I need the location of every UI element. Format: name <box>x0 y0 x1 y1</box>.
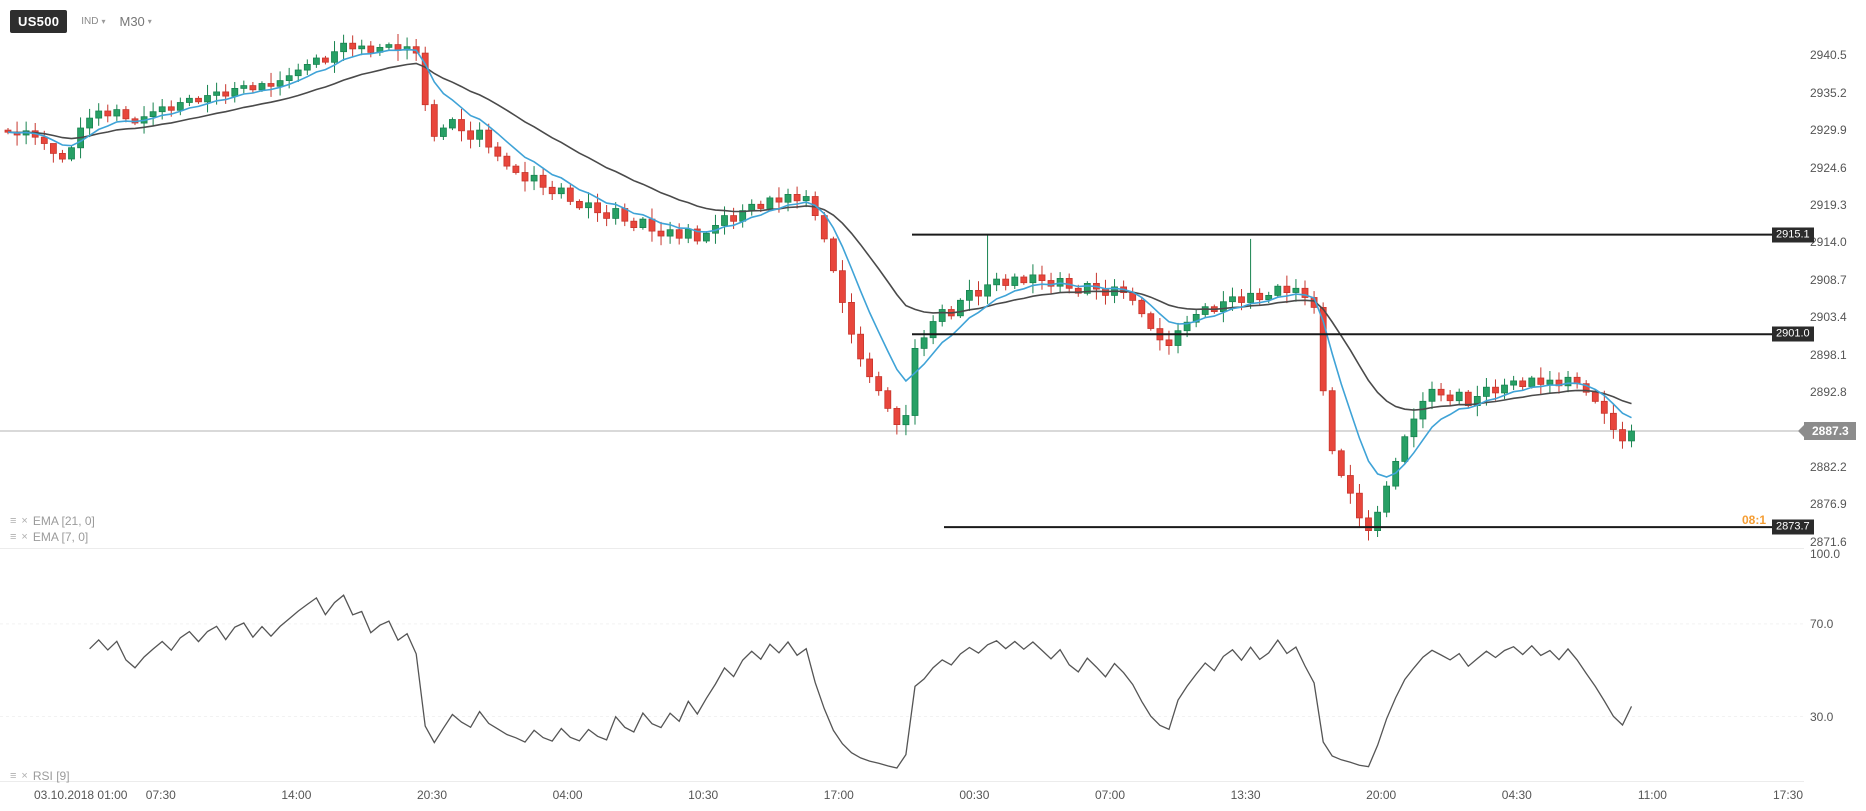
indicator-remove-icon[interactable]: × <box>21 530 28 543</box>
chevron-down-icon: ▾ <box>147 16 152 26</box>
level-price-badge: 2873.7 <box>1772 519 1814 535</box>
price-tick: 2935.2 <box>1810 85 1847 100</box>
panel-separator <box>0 548 1804 549</box>
ema21-label: EMA [21, 0] <box>32 514 95 528</box>
level-annotation: 08:1 <box>1741 513 1766 528</box>
ema7-label: EMA [7, 0] <box>32 530 89 544</box>
time-tick: 07:00 <box>1094 788 1126 802</box>
chevron-down-icon: ▾ <box>101 16 106 26</box>
symbol-badge[interactable]: US500 <box>10 10 68 33</box>
ema7-line <box>7 48 1632 478</box>
price-tick: 2903.4 <box>1810 310 1847 325</box>
current-price-badge: 2887.3 <box>1804 422 1856 440</box>
time-axis[interactable]: 03.10.2018 01:00 07:30 14:00 20:30 04:00 10:3… <box>0 782 1866 811</box>
ema21-line <box>7 62 1632 411</box>
rsi-line <box>89 594 1633 769</box>
candlestick-series <box>4 34 1635 541</box>
price-tick: 2876.9 <box>1810 497 1847 512</box>
indicator-settings-icon[interactable]: ≡ <box>10 530 17 543</box>
price-tick: 2871.6 <box>1810 534 1847 549</box>
market-type-dropdown[interactable]: IND ▾ <box>81 16 105 27</box>
price-tick: 2892.8 <box>1810 385 1847 400</box>
price-tick: 2914.0 <box>1810 235 1847 250</box>
time-tick: 17:00 <box>823 788 854 802</box>
time-tick: 00:30 <box>959 788 990 802</box>
price-tick: 2898.1 <box>1810 347 1847 362</box>
timeframe-label: M30 <box>119 14 145 29</box>
time-tick: 20:30 <box>416 788 448 802</box>
time-tick: 14:00 <box>281 788 312 802</box>
level-price-badge: 2915.1 <box>1772 227 1814 243</box>
ema21-indicator-row: ≡ × EMA [21, 0] <box>10 514 95 528</box>
price-tick: 2929.9 <box>1810 123 1847 138</box>
time-tick: 04:30 <box>1501 788 1532 802</box>
rsi-tick: 30.0 <box>1810 709 1834 724</box>
rsi-label: RSI [9] <box>32 769 70 783</box>
price-tick: 2908.7 <box>1810 272 1847 287</box>
price-axis[interactable]: 2940.5 2935.2 2929.9 2924.6 2919.3 2914.0 2908… <box>1804 0 1866 811</box>
time-tick: 13:30 <box>1230 788 1261 802</box>
time-tick: 11:00 <box>1637 788 1667 802</box>
indicator-remove-icon[interactable]: × <box>21 514 28 527</box>
rsi-tick: 100.0 <box>1810 547 1841 562</box>
time-tick: 07:30 <box>145 788 176 802</box>
market-type-label: IND <box>81 16 99 27</box>
ema7-indicator-row: ≡ × EMA [7, 0] <box>10 530 88 544</box>
time-axis-separator <box>0 781 1804 782</box>
indicator-settings-icon[interactable]: ≡ <box>10 514 17 527</box>
time-tick: 03.10.2018 01:00 <box>34 788 128 802</box>
time-tick: 04:00 <box>552 788 583 802</box>
chart-header: US500 IND ▾ M30 ▾ <box>10 10 152 33</box>
indicator-settings-icon[interactable]: ≡ <box>10 769 17 782</box>
rsi-indicator-row: ≡ × RSI [9] <box>10 769 70 783</box>
rsi-tick: 70.0 <box>1810 616 1834 631</box>
time-tick: 10:30 <box>688 788 719 802</box>
indicator-remove-icon[interactable]: × <box>21 769 28 782</box>
time-tick: 17:30 <box>1772 788 1804 802</box>
time-tick: 20:00 <box>1366 788 1397 802</box>
level-price-badge: 2901.0 <box>1772 326 1814 342</box>
price-tick: 2919.3 <box>1810 197 1847 212</box>
timeframe-dropdown[interactable]: M30 ▾ <box>120 14 152 29</box>
price-tick: 2924.6 <box>1810 160 1847 175</box>
price-tick: 2940.5 <box>1810 48 1847 63</box>
price-tick: 2882.2 <box>1810 460 1847 475</box>
